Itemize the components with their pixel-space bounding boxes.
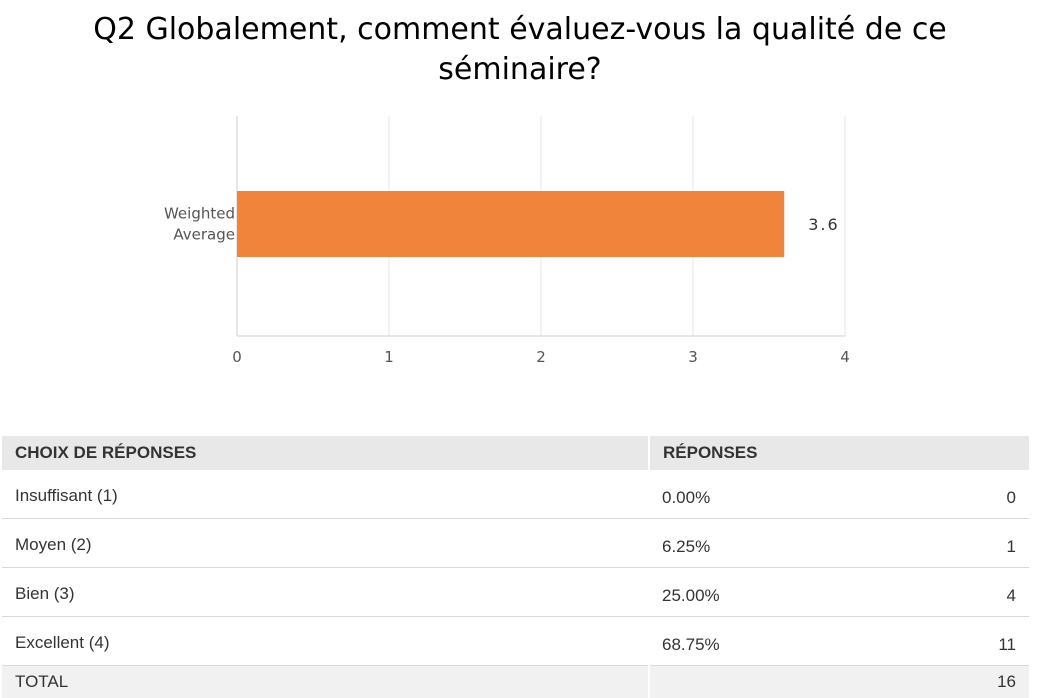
chart-bars [237,191,784,257]
table-total-row: TOTAL 16 [2,666,1029,698]
table-row: Excellent (4) 68.75% 11 [2,617,1029,666]
row-percent: 25.00% [649,568,923,617]
row-percent: 0.00% [649,470,923,519]
table-row: Bien (3) 25.00% 4 [2,568,1029,617]
x-tick-label: 2 [536,348,546,366]
total-label: TOTAL [2,666,649,698]
row-count: 0 [923,470,1029,519]
table-row: Insuffisant (1) 0.00% 0 [2,470,1029,519]
x-tick-label: 1 [384,348,394,366]
header-count-spacer [923,436,1029,470]
x-tick-label: 3 [688,348,698,366]
total-count: 16 [923,666,1029,698]
x-tick-labels: 0 1 2 3 4 [232,348,850,366]
x-tick-label: 4 [840,348,850,366]
row-count: 11 [923,617,1029,666]
row-choice: Moyen (2) [2,519,649,568]
row-choice: Excellent (4) [2,617,649,666]
bar-value-labels: 3.6 [808,215,839,234]
row-count: 4 [923,568,1029,617]
table-header-row: CHOIX DE RÉPONSES RÉPONSES [2,436,1029,470]
row-percent: 6.25% [649,519,923,568]
response-table: CHOIX DE RÉPONSES RÉPONSES Insuffisant (… [2,436,1029,698]
header-responses: RÉPONSES [649,436,923,470]
header-choices: CHOIX DE RÉPONSES [2,436,649,470]
category-label: Average [173,226,235,244]
category-label: Weighted [164,205,235,223]
table-row: Moyen (2) 6.25% 1 [2,519,1029,568]
bar-value-label: 3.6 [808,215,839,234]
row-percent: 68.75% [649,617,923,666]
y-category-labels: Weighted Average [164,205,235,244]
row-choice: Insuffisant (1) [2,470,649,519]
total-spacer [649,666,923,698]
x-tick-label: 0 [232,348,242,366]
bar [237,191,784,257]
row-choice: Bien (3) [2,568,649,617]
row-count: 1 [923,519,1029,568]
bar-chart: 0 1 2 3 4 Weighted Average 3.6 [0,0,1040,380]
